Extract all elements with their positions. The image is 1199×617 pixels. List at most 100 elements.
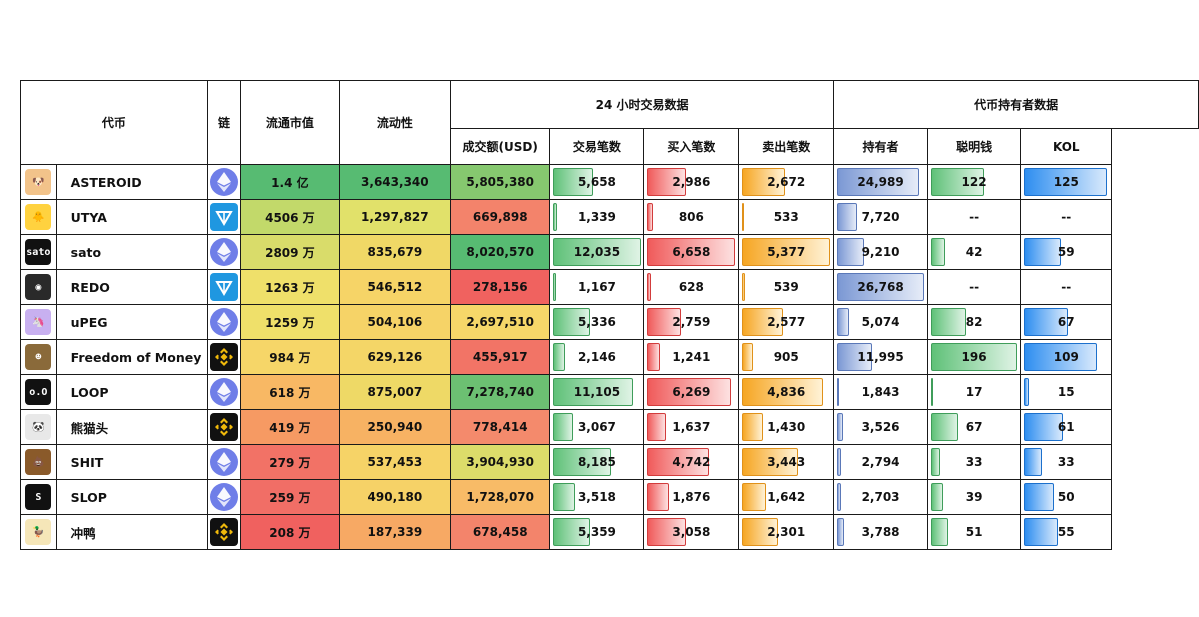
- kol-value: 59: [1057, 245, 1075, 259]
- table-row: 💩 SHIT 279 万 537,453 3,904,930 8,185 4,742 3,44…: [20, 444, 1199, 480]
- table-row: 🐶 ASTEROID 1.4 亿 3,643,340 5,805,380 5,658 2,9…: [20, 164, 1199, 200]
- sells-value: 533: [773, 210, 799, 224]
- header-txns: 交易笔数: [549, 128, 645, 165]
- chain-cell: [206, 374, 242, 410]
- token-avatar-cell: S: [20, 479, 57, 515]
- smart-cell: 39: [926, 479, 1022, 515]
- hooded-figure-icon: ◉: [25, 274, 52, 300]
- kol-cell: 109: [1020, 339, 1113, 375]
- sells-value: 1,430: [767, 420, 806, 434]
- kol-bar: [1024, 343, 1097, 371]
- holders-bar: [837, 378, 840, 406]
- token-avatar-cell: sato: [20, 234, 57, 270]
- kol-value: 55: [1057, 525, 1075, 539]
- token-avatar-cell: 🐼: [20, 409, 57, 445]
- txns-cell: 5,658: [549, 164, 645, 200]
- buys-cell: 4,742: [643, 444, 740, 480]
- header-kol: KOL: [1020, 128, 1113, 165]
- buys-bar: [647, 308, 681, 336]
- buys-value: 6,269: [672, 385, 711, 399]
- market-cap-cell: 279 万: [240, 444, 340, 480]
- txns-bar: [553, 203, 557, 231]
- holders-bar: [837, 343, 873, 371]
- ton-icon: [209, 203, 238, 231]
- txns-bar: [553, 308, 591, 336]
- smart-cell: 17: [926, 374, 1022, 410]
- market-cap-cell: 419 万: [240, 409, 340, 445]
- kol-value: --: [1061, 280, 1072, 294]
- header-sells: 卖出笔数: [738, 128, 835, 165]
- buys-cell: 628: [643, 269, 740, 305]
- buys-bar: [647, 448, 710, 476]
- kol-value: 67: [1057, 315, 1075, 329]
- holders-cell: 2,703: [833, 479, 928, 515]
- sells-cell: 3,443: [738, 444, 835, 480]
- ethereum-icon: [209, 168, 238, 196]
- buys-value: 4,742: [672, 455, 711, 469]
- smart-value: 122: [961, 175, 987, 189]
- bnb-icon: [209, 413, 238, 441]
- kol-bar: [1024, 413, 1064, 441]
- ethereum-icon: [209, 238, 238, 266]
- token-avatar-cell: 🦆: [20, 514, 57, 550]
- txns-value: 3,067: [577, 420, 616, 434]
- header-trading-group: 24 小时交易数据: [450, 80, 835, 129]
- kol-bar: [1024, 168, 1107, 196]
- kol-value: --: [1061, 210, 1072, 224]
- ethereum-icon: [209, 483, 238, 511]
- txns-cell: 5,359: [549, 514, 645, 550]
- buys-value: 1,876: [672, 490, 711, 504]
- sells-cell: 2,577: [738, 304, 835, 340]
- market-cap-cell: 259 万: [240, 479, 340, 515]
- holders-bar: [837, 273, 925, 301]
- smart-cell: 42: [926, 234, 1022, 270]
- token-name: Freedom of Money: [55, 339, 208, 375]
- smart-bar: [930, 378, 933, 406]
- txns-bar: [553, 168, 594, 196]
- kol-cell: 33: [1020, 444, 1113, 480]
- volume-cell: 455,917: [450, 339, 551, 375]
- buys-value: 2,986: [672, 175, 711, 189]
- liquidity-cell: 3,643,340: [338, 164, 452, 200]
- chain-cell: [206, 479, 242, 515]
- holders-cell: 26,768: [833, 269, 928, 305]
- kol-cell: 15: [1020, 374, 1113, 410]
- holders-value: 24,989: [857, 175, 904, 189]
- loop-face-icon: o.O: [25, 379, 52, 405]
- chain-cell: [206, 409, 242, 445]
- txns-cell: 3,067: [549, 409, 645, 445]
- token-avatar-cell: o.O: [20, 374, 57, 410]
- txns-bar: [553, 413, 573, 441]
- smart-value: --: [969, 210, 980, 224]
- kol-bar: [1024, 448, 1042, 476]
- buys-value: 2,759: [672, 315, 711, 329]
- header-token: 代币: [20, 80, 208, 165]
- sells-value: 2,301: [767, 525, 806, 539]
- buys-bar: [647, 378, 731, 406]
- buys-cell: 1,241: [643, 339, 740, 375]
- table-row: S SLOP 259 万 490,180 1,728,070 3,518 1,876 1,64…: [20, 479, 1199, 515]
- volume-cell: 5,805,380: [450, 164, 551, 200]
- market-cap-cell: 1263 万: [240, 269, 340, 305]
- sells-bar: [742, 413, 763, 441]
- txns-bar: [553, 518, 591, 546]
- smart-bar: [930, 413, 959, 441]
- kol-value: 109: [1053, 350, 1079, 364]
- txns-cell: 12,035: [549, 234, 645, 270]
- panda-face-icon: 🐼: [25, 414, 52, 440]
- holders-bar: [837, 203, 858, 231]
- buys-bar: [647, 238, 736, 266]
- kol-bar: [1024, 308, 1068, 336]
- holders-value: 26,768: [857, 280, 904, 294]
- kol-value: 61: [1057, 420, 1075, 434]
- liquidity-cell: 629,126: [338, 339, 452, 375]
- table-row: 🦄 uPEG 1259 万 504,106 2,697,510 5,336 2,759 2,5…: [20, 304, 1199, 340]
- token-name: 熊猫头: [55, 409, 208, 445]
- header-volume: 成交额(USD): [450, 128, 551, 165]
- txns-bar: [553, 238, 641, 266]
- buys-value: 1,241: [672, 350, 711, 364]
- sells-cell: 533: [738, 199, 835, 235]
- buys-cell: 3,058: [643, 514, 740, 550]
- buys-bar: [647, 168, 686, 196]
- kol-cell: 61: [1020, 409, 1113, 445]
